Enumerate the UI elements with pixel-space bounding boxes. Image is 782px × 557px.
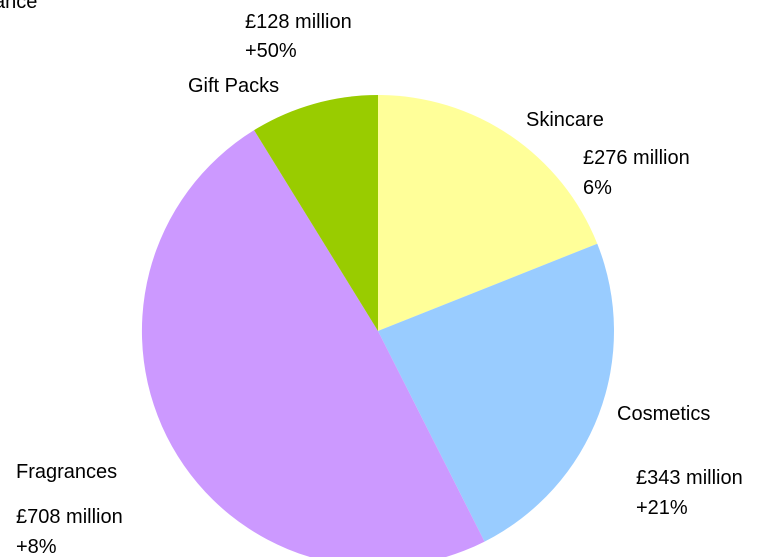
pie-slice-fragrances bbox=[141, 130, 485, 557]
value-label-cosmetics: £343 million bbox=[636, 467, 743, 489]
slice-label-skincare: Skincare bbox=[526, 109, 604, 131]
chart-title: ance bbox=[0, 0, 37, 13]
value-label-skincare: £276 million bbox=[583, 147, 690, 169]
change-label-fragrances: +8% bbox=[16, 536, 57, 557]
change-label-gift-packs: +50% bbox=[245, 40, 297, 62]
change-label-cosmetics: +21% bbox=[636, 497, 688, 519]
value-label-fragrances: £708 million bbox=[16, 506, 123, 528]
pie-slice-skincare bbox=[378, 95, 598, 331]
pie-slice-gift-packs bbox=[254, 95, 378, 331]
slice-label-fragrances: Fragrances bbox=[16, 461, 117, 483]
change-label-skincare: 6% bbox=[583, 177, 612, 199]
value-label-gift-packs: £128 million bbox=[245, 11, 352, 33]
pie-slices bbox=[141, 95, 615, 557]
pie-slice-cosmetics bbox=[378, 243, 615, 542]
slice-label-gift-packs: Gift Packs bbox=[188, 75, 279, 97]
slice-label-cosmetics: Cosmetics bbox=[617, 403, 710, 425]
